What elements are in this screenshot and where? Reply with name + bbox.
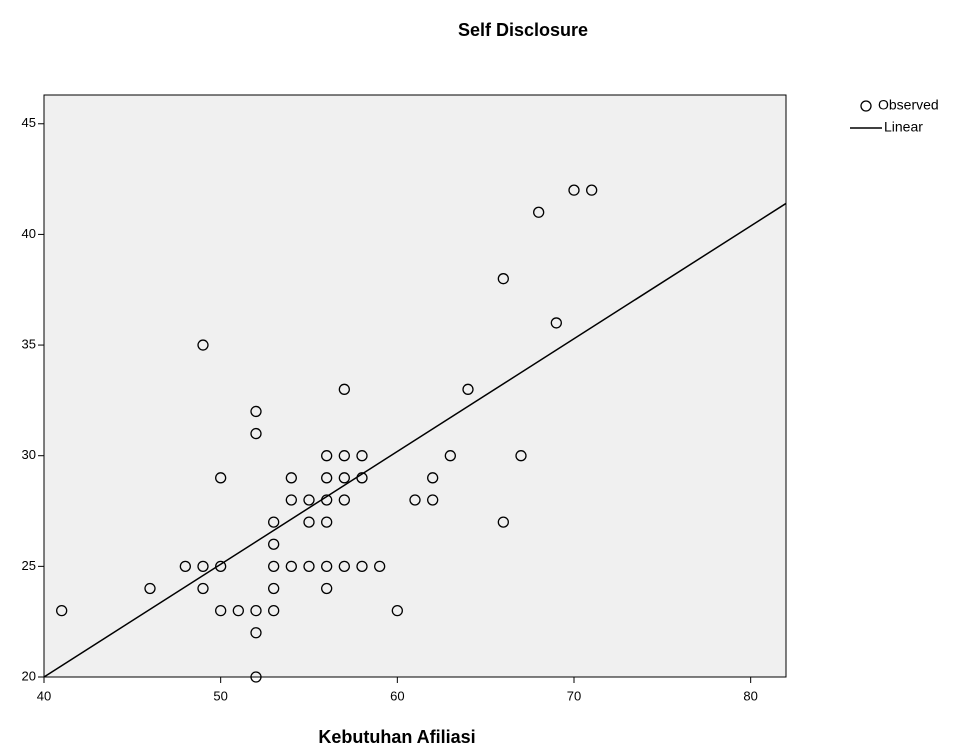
y-tick-label: 20 <box>22 668 36 683</box>
legend-label: Observed <box>878 97 939 113</box>
x-tick-label: 40 <box>37 688 51 703</box>
legend-label: Linear <box>884 119 923 135</box>
y-tick-label: 30 <box>22 447 36 462</box>
y-tick-label: 40 <box>22 226 36 241</box>
x-tick-label: 60 <box>390 688 404 703</box>
chart-title: Self Disclosure <box>458 20 588 40</box>
chart: Self Disclosure Kebutuhan Afiliasi 20 25 3… <box>0 0 970 751</box>
legend-marker <box>861 101 871 111</box>
x-axis-title: Kebutuhan Afiliasi <box>318 727 475 747</box>
x-tick-label: 50 <box>213 688 227 703</box>
x-tick-label: 80 <box>743 688 757 703</box>
x-tick-label: 70 <box>567 688 581 703</box>
y-tick-label: 25 <box>22 558 36 573</box>
y-tick-label: 45 <box>22 115 36 130</box>
y-tick-label: 35 <box>22 336 36 351</box>
